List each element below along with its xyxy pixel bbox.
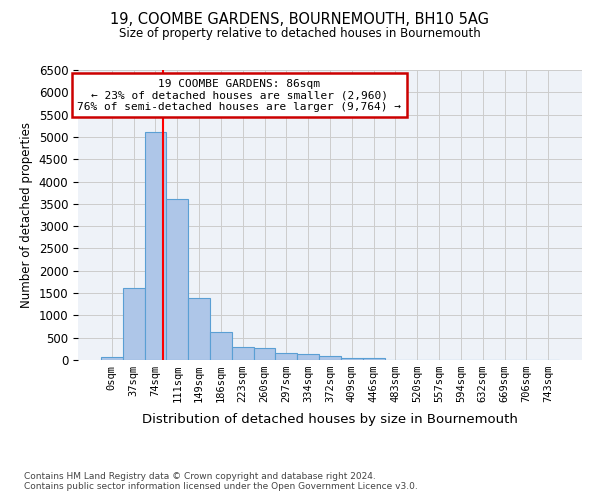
Text: 19 COOMBE GARDENS: 86sqm
← 23% of detached houses are smaller (2,960)
76% of sem: 19 COOMBE GARDENS: 86sqm ← 23% of detach… — [77, 78, 401, 112]
Text: Contains HM Land Registry data © Crown copyright and database right 2024.: Contains HM Land Registry data © Crown c… — [24, 472, 376, 481]
Bar — [188, 298, 210, 360]
Bar — [297, 354, 319, 360]
Bar — [319, 356, 341, 360]
Bar — [254, 348, 275, 360]
Text: Contains public sector information licensed under the Open Government Licence v3: Contains public sector information licen… — [24, 482, 418, 491]
Bar — [166, 200, 188, 360]
Bar — [101, 356, 123, 360]
Bar — [275, 353, 297, 360]
Text: 19, COOMBE GARDENS, BOURNEMOUTH, BH10 5AG: 19, COOMBE GARDENS, BOURNEMOUTH, BH10 5A… — [110, 12, 490, 28]
Bar — [145, 132, 166, 360]
Text: Size of property relative to detached houses in Bournemouth: Size of property relative to detached ho… — [119, 28, 481, 40]
Bar — [232, 346, 254, 360]
Bar — [363, 358, 385, 360]
Bar — [210, 332, 232, 360]
X-axis label: Distribution of detached houses by size in Bournemouth: Distribution of detached houses by size … — [142, 414, 518, 426]
Bar — [123, 288, 145, 360]
Bar — [341, 358, 363, 360]
Y-axis label: Number of detached properties: Number of detached properties — [20, 122, 33, 308]
